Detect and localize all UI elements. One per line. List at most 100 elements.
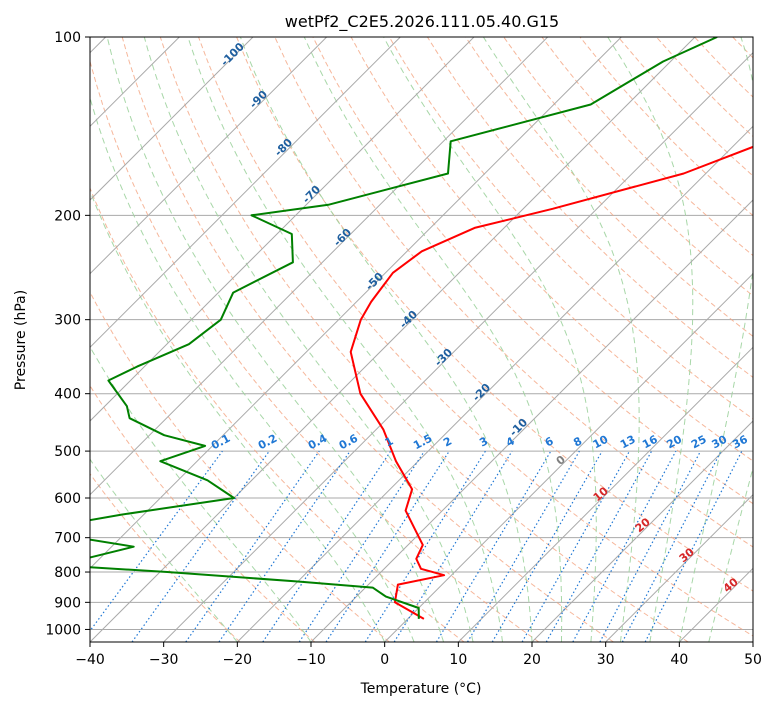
dry-adiabat	[426, 37, 753, 378]
isotherm-line	[90, 37, 622, 570]
isotherm-line	[310, 199, 753, 642]
moist-adiabat	[90, 189, 386, 642]
chart-title: wetPf2_C2E5.2026.111.05.40.G15	[285, 12, 559, 32]
dry-adiabat	[503, 37, 753, 297]
moist-adiabat	[303, 37, 563, 642]
dry-adiabat	[90, 384, 316, 642]
moist-adiabat-label: 30	[677, 545, 697, 565]
isotherm-label: -90	[247, 88, 270, 111]
mixing-ratio-label: 16	[640, 433, 660, 452]
isotherm-label: -20	[470, 381, 493, 404]
isotherm-line	[90, 37, 328, 275]
mixing-ratio-line	[185, 450, 320, 642]
plot-frame	[89, 36, 754, 643]
mixing-ratio-label: 0.1	[209, 432, 232, 453]
isotherm-label: -50	[363, 270, 386, 293]
isotherm-line	[163, 51, 753, 642]
dewpoint-profile-line	[90, 37, 718, 619]
moist-adiabat	[383, 37, 597, 642]
isotherm-label: -40	[397, 308, 420, 331]
isotherm-line	[384, 272, 753, 642]
y-axis-title: Pressure (hPa)	[13, 290, 29, 390]
y-tick-label: 1000	[45, 622, 81, 638]
mixing-ratio-label: 10	[591, 433, 611, 452]
x-tick-label: −10	[296, 652, 326, 668]
mixing-ratio-label: 20	[664, 433, 684, 452]
x-tick-label: 20	[523, 652, 541, 668]
temperature-profile-line	[349, 145, 753, 620]
mixing-ratio-line	[545, 450, 653, 642]
isotherm-label: -60	[331, 226, 354, 249]
mixing-ratio-label: 13	[618, 433, 638, 452]
isotherm-label: -80	[272, 136, 295, 159]
line-labels: 0.1 0.2 0.4 0.6 1 1.5 2 3 4 6 8 10 13 16 20 25 30 36-100-…	[209, 40, 750, 595]
mixing-ratio-line	[90, 450, 223, 632]
x-tick-label: 40	[670, 652, 688, 668]
moist-adiabat-label: 40	[721, 575, 741, 595]
y-tick-label: 300	[54, 313, 81, 329]
isotherm-line	[236, 125, 753, 642]
moist-adiabat	[106, 37, 445, 642]
profile-lines	[90, 37, 753, 620]
mixing-ratio-line	[491, 450, 603, 642]
dry-adiabat	[159, 37, 689, 642]
mixing-ratio-label: 30	[710, 433, 730, 452]
x-tick-label: 10	[449, 652, 467, 668]
y-tick-label: 400	[54, 387, 81, 403]
moist-adiabat	[187, 37, 503, 642]
isotherm-line	[605, 493, 753, 642]
mixing-ratio-line	[325, 450, 450, 642]
isotherm-line	[90, 37, 549, 496]
background-lines	[90, 37, 775, 642]
x-tick-label: 30	[597, 652, 615, 668]
dry-adiabat	[350, 37, 753, 462]
x-tick-label: −30	[149, 652, 179, 668]
moist-adiabat	[708, 466, 753, 642]
isotherm-line	[90, 37, 475, 422]
axis-ticks: −40 −30 −20 −10 0 10 20 30 40 50 1000 900 800 700 600 5…	[45, 30, 762, 668]
moist-adiabat	[90, 458, 238, 642]
isotherm-line	[90, 37, 696, 642]
dry-adiabat	[90, 472, 241, 642]
mixing-ratio-label: 1	[383, 434, 396, 449]
mixing-ratio-line	[364, 450, 486, 642]
mixing-ratio-label: 6	[543, 434, 556, 449]
mixing-ratio-line	[393, 450, 513, 642]
mixing-ratio-label: 36	[730, 433, 750, 452]
dry-adiabat	[388, 37, 753, 420]
x-tick-label: −40	[75, 652, 105, 668]
y-tick-label: 500	[54, 444, 81, 460]
dry-adiabat	[90, 291, 390, 642]
x-axis-title: Temperature (°C)	[360, 681, 482, 697]
dry-adiabat	[90, 59, 540, 642]
isotherm-label: -70	[300, 183, 323, 206]
isotherm-line	[531, 420, 753, 642]
moist-adiabat	[607, 37, 694, 642]
dry-adiabat	[771, 37, 775, 642]
dry-adiabat	[694, 37, 753, 98]
isotherm-line	[90, 37, 254, 201]
moist-adiabat	[90, 345, 312, 642]
mixing-ratio-label: 2	[441, 434, 454, 449]
mixing-ratio-line	[644, 450, 743, 642]
mixing-ratio-line	[435, 450, 552, 642]
isotherm-line	[752, 641, 753, 642]
x-tick-label: 0	[380, 652, 389, 668]
dry-adiabat	[274, 37, 753, 548]
mixing-ratio-label: 0.4	[306, 432, 330, 453]
moist-adiabat	[482, 37, 640, 642]
x-tick-label: −20	[223, 652, 253, 668]
mixing-ratio-line	[466, 450, 580, 642]
y-tick-label: 200	[54, 208, 81, 224]
mixing-ratio-line	[218, 450, 351, 642]
isotherm-line	[678, 567, 753, 642]
dry-adiabat	[656, 37, 753, 138]
y-tick-label: 700	[54, 531, 81, 547]
moist-adiabat-label: 10	[591, 484, 611, 504]
y-tick-label: 800	[54, 565, 81, 581]
mixing-ratio-label: 1.5	[411, 432, 434, 453]
mixing-ratio-label: 3	[477, 434, 490, 449]
dry-adiabat	[236, 37, 753, 592]
mixing-ratio-line	[572, 450, 677, 642]
